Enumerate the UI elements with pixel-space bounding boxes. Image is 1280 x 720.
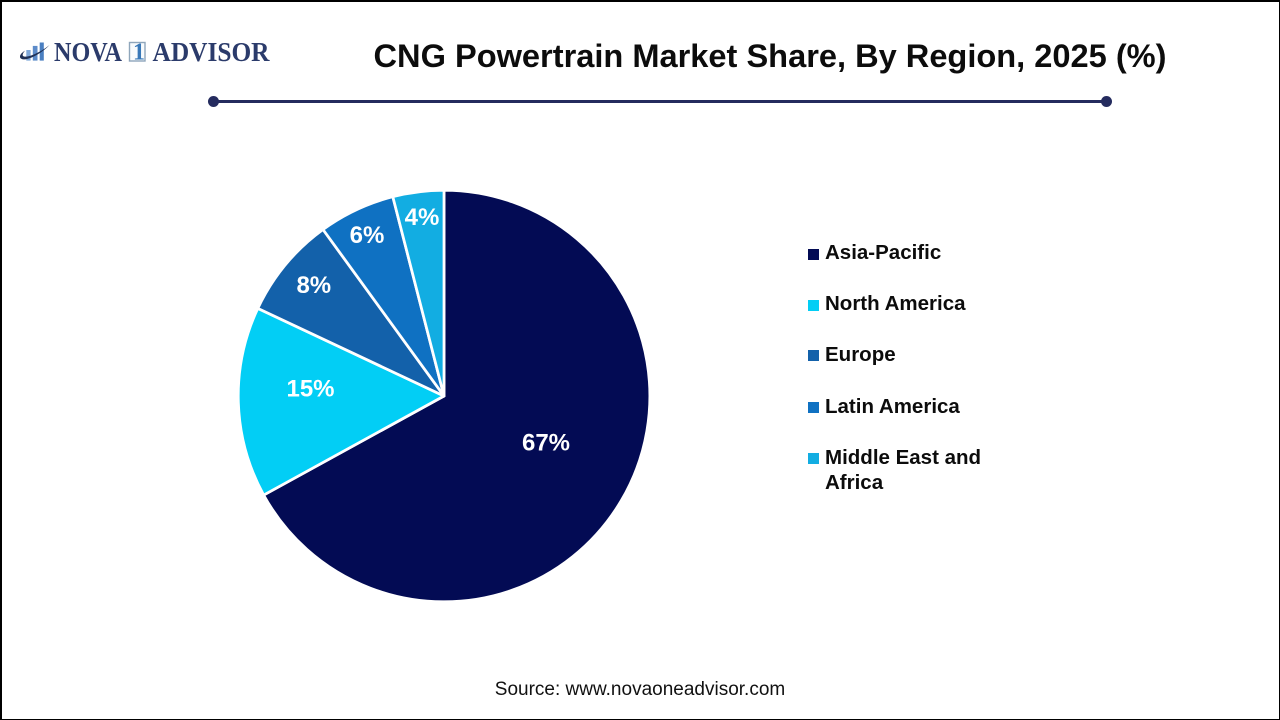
svg-text:ADVISOR: ADVISOR	[153, 37, 270, 67]
svg-text:67%: 67%	[522, 430, 570, 457]
svg-text:1: 1	[133, 40, 145, 66]
svg-text:8%: 8%	[296, 272, 331, 299]
svg-text:15%: 15%	[286, 376, 334, 403]
svg-text:NOVA: NOVA	[54, 37, 122, 67]
svg-text:6%: 6%	[350, 222, 385, 249]
svg-text:4%: 4%	[405, 204, 440, 231]
